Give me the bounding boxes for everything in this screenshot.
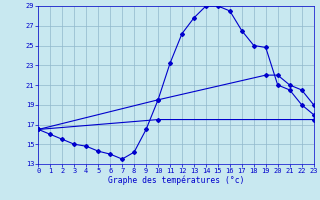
X-axis label: Graphe des températures (°c): Graphe des températures (°c) xyxy=(108,176,244,185)
